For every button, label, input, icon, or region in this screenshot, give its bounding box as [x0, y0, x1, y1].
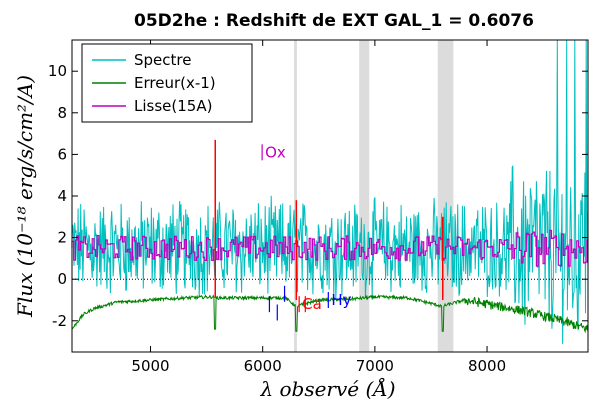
axis-ticks: 5000 6000 7000 8000 -2 0 2 4 6 8 10: [48, 40, 588, 375]
legend-label: Lisse(15A): [134, 97, 212, 115]
y-tick-label: 8: [57, 104, 67, 122]
chart-title: 05D2he : Redshift de EXT GAL_1 = 0.6076: [134, 11, 534, 31]
shaded-band: [437, 40, 454, 352]
shaded-band: [359, 40, 370, 352]
legend: Spectre Erreur(x-1) Lisse(15A): [81, 43, 253, 123]
shaded-bands: [294, 40, 454, 352]
series-spectre: [71, 39, 589, 344]
series-erreur: [71, 293, 589, 334]
x-tick-label: 5000: [131, 357, 169, 375]
x-tick-label: 7000: [356, 357, 394, 375]
sky-lines: [214, 139, 444, 300]
y-tick-label: 4: [57, 187, 67, 205]
y-tick-label: 10: [48, 62, 67, 80]
series-layer: [71, 39, 589, 344]
y-axis-label: Flux (10⁻¹⁸ erg/s/cm²/A): [13, 75, 37, 318]
y-tick-label: 6: [57, 145, 67, 163]
y-tick-label: 0: [57, 270, 67, 288]
legend-label: Erreur(x-1): [134, 74, 216, 92]
line-marker-label: Ca: [302, 295, 322, 313]
y-tick-label: -2: [52, 312, 67, 330]
x-tick-label: 6000: [244, 357, 282, 375]
x-tick-label: 8000: [468, 357, 506, 375]
shaded-band: [294, 40, 297, 352]
x-axis-label: λ observé (Å): [259, 376, 395, 400]
legend-label: Spectre: [134, 51, 191, 69]
y-tick-label: 2: [57, 229, 67, 247]
series-lisse: [71, 229, 588, 267]
line-markers: Ox Ca Hy: [261, 143, 352, 321]
line-marker-label: Ox: [265, 143, 286, 161]
line-marker-label: Hy: [331, 291, 351, 309]
